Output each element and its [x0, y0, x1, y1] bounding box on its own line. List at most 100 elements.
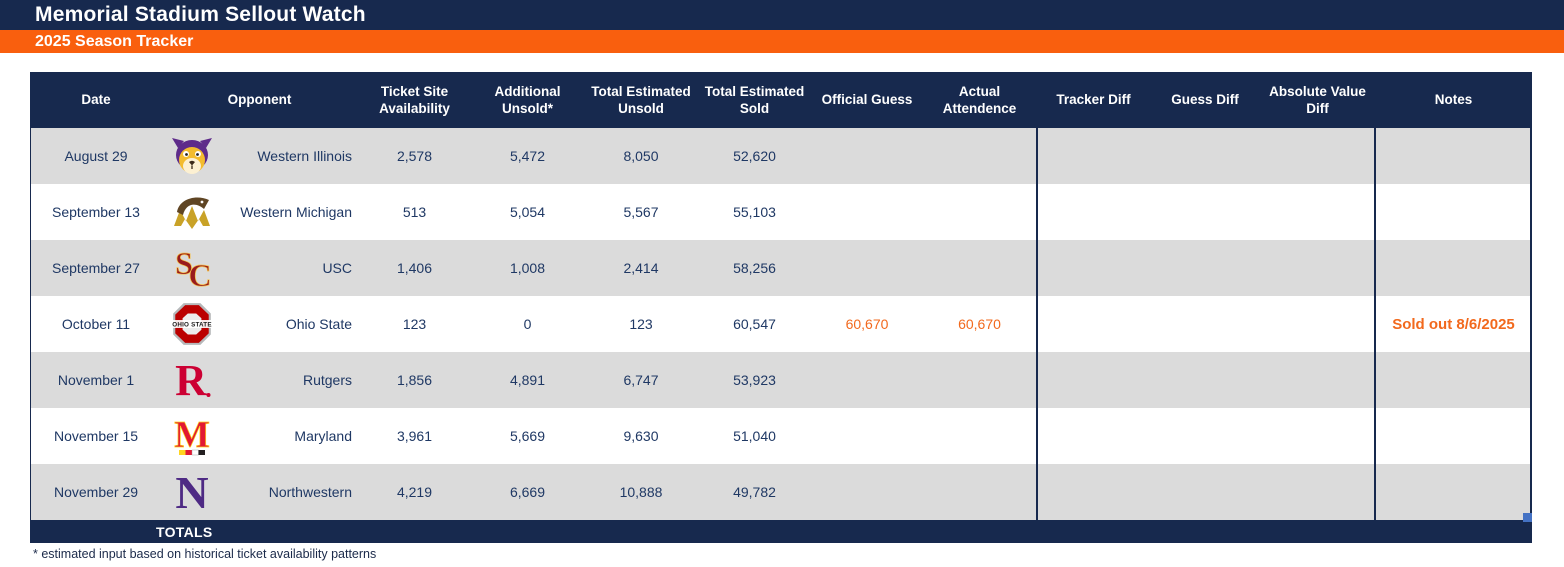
guess-diff-cell[interactable]: [1149, 128, 1261, 184]
tracker-diff-cell[interactable]: [1036, 184, 1149, 240]
additional-unsold-cell[interactable]: 1,008: [509, 260, 546, 276]
column-header-additional-unsold: Additional Unsold*: [494, 83, 561, 116]
usc-interlock-sc-logo-icon: S C: [167, 243, 217, 293]
table-row-rutgers: November 1 R Rutgers 1,856 4,891 6,747 5…: [31, 352, 1530, 408]
total-estimated-sold-cell[interactable]: 58,256: [733, 260, 776, 276]
additional-unsold-cell[interactable]: 5,669: [509, 428, 546, 444]
northwestern-n-logo-icon: N: [167, 467, 217, 517]
notes-cell[interactable]: [1374, 408, 1531, 464]
total-estimated-sold-cell[interactable]: 52,620: [733, 148, 776, 164]
actual-attendence-cell[interactable]: [923, 240, 1036, 296]
ticket-site-availability-cell[interactable]: 2,578: [396, 148, 433, 164]
opponent-name: Northwestern: [268, 484, 352, 500]
ticket-site-availability-cell[interactable]: 123: [402, 316, 427, 332]
date-cell[interactable]: September 13: [52, 204, 140, 220]
total-estimated-unsold-cell[interactable]: 2,414: [623, 260, 659, 276]
actual-attendence-cell[interactable]: [923, 464, 1036, 520]
tracker-diff-cell[interactable]: [1036, 240, 1149, 296]
maryland-m-logo-icon: M: [167, 411, 217, 461]
absolute-value-diff-cell[interactable]: [1261, 352, 1374, 408]
official-guess-cell[interactable]: [811, 408, 923, 464]
date-cell[interactable]: September 27: [52, 260, 140, 276]
absolute-value-diff-cell[interactable]: [1261, 296, 1374, 352]
absolute-value-diff-cell[interactable]: [1261, 464, 1374, 520]
actual-attendence-cell[interactable]: [923, 128, 1036, 184]
official-guess-cell[interactable]: 60,670: [845, 316, 889, 332]
date-cell[interactable]: November 15: [53, 428, 139, 444]
total-estimated-unsold-cell[interactable]: 6,747: [623, 372, 659, 388]
additional-unsold-cell[interactable]: 6,669: [509, 484, 546, 500]
column-header-total-estimated-unsold: Total Estimated Unsold: [591, 83, 691, 116]
notes-cell[interactable]: [1374, 128, 1531, 184]
opponent-cell[interactable]: M Maryland: [161, 408, 358, 464]
ticket-site-availability-cell[interactable]: 1,406: [396, 260, 433, 276]
official-guess-cell[interactable]: [811, 240, 923, 296]
date-cell[interactable]: October 11: [61, 316, 131, 332]
opponent-cell[interactable]: Western Michigan: [161, 184, 358, 240]
opponent-name: Western Michigan: [240, 204, 352, 220]
total-estimated-unsold-cell[interactable]: 5,567: [623, 204, 659, 220]
notes-cell[interactable]: [1374, 184, 1531, 240]
actual-attendence-cell[interactable]: 60,670: [958, 316, 1001, 332]
total-estimated-unsold-cell[interactable]: 8,050: [623, 148, 659, 164]
actual-attendence-cell[interactable]: [923, 408, 1036, 464]
guess-diff-cell[interactable]: [1149, 464, 1261, 520]
total-estimated-sold-cell[interactable]: 49,782: [733, 484, 776, 500]
notes-cell[interactable]: Sold out 8/6/2025: [1374, 296, 1531, 352]
notes-cell[interactable]: [1374, 240, 1531, 296]
tracker-diff-cell[interactable]: [1036, 296, 1149, 352]
tracker-diff-cell[interactable]: [1036, 128, 1149, 184]
table-row-northwestern: November 29 N Northwestern 4,219 6,669 1…: [31, 464, 1530, 520]
opponent-cell[interactable]: N Northwestern: [161, 464, 358, 520]
opponent-cell[interactable]: Western Illinois: [161, 128, 358, 184]
column-header-official-guess: Official Guess: [821, 92, 913, 108]
total-estimated-unsold-cell[interactable]: 123: [629, 316, 653, 332]
opponent-cell[interactable]: S C USC: [161, 240, 358, 296]
date-cell[interactable]: November 1: [57, 372, 135, 388]
total-estimated-sold-cell[interactable]: 60,547: [733, 316, 776, 332]
official-guess-cell[interactable]: [811, 184, 923, 240]
actual-attendence-cell[interactable]: [923, 352, 1036, 408]
additional-unsold-cell[interactable]: 5,054: [509, 204, 546, 220]
ticket-site-availability-cell[interactable]: 3,961: [396, 428, 433, 444]
total-estimated-unsold-cell[interactable]: 10,888: [619, 484, 663, 500]
opponent-cell[interactable]: OHIO STATE Ohio State: [161, 296, 358, 352]
official-guess-cell[interactable]: [811, 352, 923, 408]
additional-unsold-cell[interactable]: 5,472: [509, 148, 546, 164]
guess-diff-cell[interactable]: [1149, 296, 1261, 352]
guess-diff-cell[interactable]: [1149, 408, 1261, 464]
opponent-cell[interactable]: R Rutgers: [161, 352, 358, 408]
guess-diff-cell[interactable]: [1149, 184, 1261, 240]
svg-text:N: N: [175, 470, 208, 514]
date-cell[interactable]: August 29: [64, 148, 128, 164]
total-estimated-sold-cell[interactable]: 51,040: [733, 428, 776, 444]
ticket-site-availability-cell[interactable]: 1,856: [396, 372, 433, 388]
selection-fill-handle[interactable]: [1523, 513, 1532, 522]
opponent-name: Ohio State: [285, 316, 352, 332]
official-guess-cell[interactable]: [811, 128, 923, 184]
guess-diff-cell[interactable]: [1149, 240, 1261, 296]
absolute-value-diff-cell[interactable]: [1261, 408, 1374, 464]
total-estimated-sold-cell[interactable]: 53,923: [733, 372, 776, 388]
western-illinois-bulldog-logo-icon: [167, 131, 217, 181]
guess-diff-cell[interactable]: [1149, 352, 1261, 408]
notes-cell[interactable]: [1374, 464, 1531, 520]
svg-text:S: S: [175, 246, 193, 281]
additional-unsold-cell[interactable]: 4,891: [509, 372, 546, 388]
actual-attendence-cell[interactable]: [923, 184, 1036, 240]
absolute-value-diff-cell[interactable]: [1261, 128, 1374, 184]
totals-row: TOTALS: [31, 520, 1530, 543]
ticket-site-availability-cell[interactable]: 513: [402, 204, 427, 220]
absolute-value-diff-cell[interactable]: [1261, 240, 1374, 296]
date-cell[interactable]: November 29: [53, 484, 139, 500]
total-estimated-sold-cell[interactable]: 55,103: [733, 204, 776, 220]
absolute-value-diff-cell[interactable]: [1261, 184, 1374, 240]
tracker-diff-cell[interactable]: [1036, 464, 1149, 520]
total-estimated-unsold-cell[interactable]: 9,630: [623, 428, 659, 444]
notes-cell[interactable]: [1374, 352, 1531, 408]
tracker-diff-cell[interactable]: [1036, 352, 1149, 408]
additional-unsold-cell[interactable]: 0: [523, 316, 532, 332]
ticket-site-availability-cell[interactable]: 4,219: [396, 484, 433, 500]
official-guess-cell[interactable]: [811, 464, 923, 520]
tracker-diff-cell[interactable]: [1036, 408, 1149, 464]
